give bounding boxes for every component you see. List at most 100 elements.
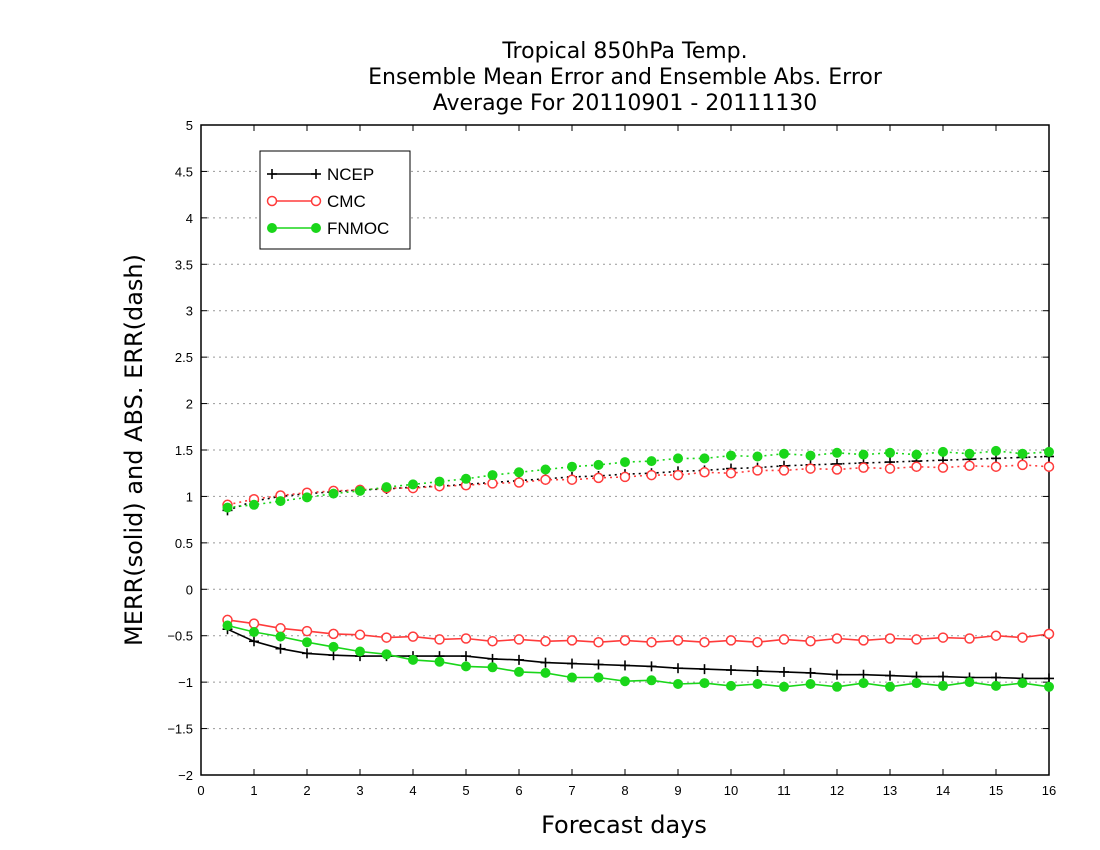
cmc-merr-point-22 [805, 636, 816, 647]
ncep-merr-point-29 [991, 672, 1001, 683]
fnmoc-abs_err-point-4 [328, 488, 339, 499]
fnmoc-merr-point-20 [752, 679, 763, 689]
cmc-abs_err-point-11 [513, 477, 525, 488]
x-axis-label: Forecast days [541, 811, 707, 839]
cmc-merr-point-29 [990, 630, 1002, 641]
fnmoc-merr-point-31 [1044, 681, 1054, 692]
fnmoc-merr-point-0 [222, 620, 233, 631]
x-tick-label-16: 16 [1042, 783, 1056, 798]
legend: NCEP CMC FNMOC [259, 150, 411, 250]
x-tick-label-15: 15 [989, 783, 1003, 798]
cmc-merr-point-4 [328, 628, 339, 640]
fnmoc-abs_err-point-29 [991, 445, 1001, 456]
ncep-merr-point-19 [726, 665, 736, 676]
legend-marker-a-2 [267, 223, 277, 233]
fnmoc-merr-point-19 [726, 680, 736, 691]
cmc-merr-point-2 [275, 623, 286, 634]
fnmoc-merr-point-7 [408, 654, 418, 665]
cmc-merr-point-14 [593, 636, 604, 648]
cmc-merr-point-7 [407, 631, 419, 642]
fnmoc-merr-point-8 [434, 656, 445, 667]
fnmoc-abs_err-point-20 [752, 451, 763, 462]
cmc-merr-point-10 [487, 636, 498, 647]
ncep-merr-point-10 [487, 653, 498, 664]
cmc-abs_err-point-18 [699, 467, 710, 478]
series-layer [222, 445, 1055, 692]
cmc-merr-point-9 [460, 633, 472, 644]
x-tick-label-6: 6 [515, 783, 522, 798]
cmc-abs_err-point-25 [884, 463, 896, 474]
y-tick-label-3: −0.5 [167, 629, 193, 644]
ncep-merr-point-4 [328, 650, 339, 661]
ncep-merr-point-24 [858, 669, 869, 680]
fnmoc-merr-point-25 [885, 681, 895, 692]
fnmoc-abs_err-point-14 [593, 459, 604, 470]
fnmoc-abs_err-point-11 [514, 467, 524, 478]
fnmoc-merr-point-12 [540, 667, 551, 678]
cmc-abs_err-point-10 [487, 478, 498, 489]
legend-label-2: FNMOC [327, 219, 389, 238]
cmc-abs_err-point-22 [805, 463, 816, 474]
fnmoc-merr-point-29 [991, 680, 1001, 691]
cmc-merr-point-8 [434, 634, 445, 645]
cmc-merr-point-17 [672, 635, 684, 646]
cmc-merr-line [227, 619, 1050, 644]
legend-box [259, 150, 411, 250]
fnmoc-abs_err-point-5 [355, 485, 365, 496]
y-tick-label-12: 4 [186, 211, 193, 226]
fnmoc-abs_err-point-27 [938, 446, 948, 457]
x-tick-label-12: 12 [830, 783, 844, 798]
cmc-merr-point-12 [540, 636, 551, 647]
cmc-abs_err-line [227, 464, 1050, 506]
cmc-merr-point-16 [646, 636, 657, 648]
x-tick-label-1: 1 [250, 783, 257, 798]
x-tick-label-0: 0 [197, 783, 204, 798]
fnmoc-abs_err-point-10 [487, 470, 498, 481]
ncep-merr-point-27 [938, 671, 948, 682]
cmc-abs_err-point-30 [1017, 459, 1028, 471]
fnmoc-abs_err-point-30 [1017, 448, 1028, 459]
x-tick-label-3: 3 [356, 783, 363, 798]
ncep-merr-point-12 [540, 657, 551, 668]
ncep-merr-point-18 [699, 664, 710, 675]
ncep-merr-point-25 [885, 670, 895, 681]
legend-marker-b-2 [311, 223, 321, 233]
fnmoc-merr-point-24 [858, 678, 869, 689]
cmc-abs_err-point-15 [619, 471, 631, 483]
x-tick-label-11: 11 [777, 783, 791, 798]
cmc-merr-point-5 [354, 629, 366, 641]
fnmoc-merr-point-1 [249, 627, 259, 637]
fnmoc-abs_err-point-22 [805, 450, 816, 461]
ncep-merr-point-9 [461, 651, 471, 662]
cmc-merr-point-13 [566, 635, 578, 646]
fnmoc-abs_err-point-9 [461, 473, 471, 484]
fnmoc-abs_err-point-28 [964, 448, 975, 459]
fnmoc-abs_err-point-24 [858, 449, 869, 460]
cmc-abs_err-point-29 [990, 461, 1002, 472]
cmc-merr-point-11 [513, 634, 525, 645]
fnmoc-abs_err-point-31 [1044, 446, 1054, 457]
y-tick-label-13: 4.5 [175, 164, 193, 179]
ncep-merr-point-17 [673, 663, 683, 674]
fnmoc-abs_err-point-6 [381, 482, 392, 493]
legend-marker-a-1 [266, 195, 278, 207]
fnmoc-abs_err-line [227, 450, 1050, 509]
fnmoc-merr-point-21 [779, 681, 789, 692]
fnmoc-merr-point-15 [620, 676, 630, 687]
y-tick-label-9: 2.5 [175, 350, 193, 365]
fnmoc-merr-point-27 [938, 680, 948, 691]
cmc-abs_err-point-12 [540, 474, 551, 485]
ncep-merr-point-3 [302, 648, 312, 659]
fnmoc-abs_err-point-26 [911, 449, 922, 460]
y-tick-label-14: 5 [186, 118, 193, 133]
cmc-abs_err-point-28 [964, 460, 975, 472]
fnmoc-merr-point-6 [381, 649, 392, 660]
fnmoc-merr-point-22 [805, 679, 816, 689]
ncep-merr-point-16 [646, 661, 657, 672]
fnmoc-abs_err-point-23 [832, 447, 842, 458]
cmc-abs_err-point-31 [1043, 461, 1055, 472]
fnmoc-merr-point-2 [275, 631, 286, 642]
cmc-merr-point-30 [1017, 632, 1028, 643]
x-tick-label-4: 4 [409, 783, 416, 798]
axes: −2−1.5−1−0.500.511.522.533.544.550 1 2 3 4 5 6… [167, 118, 1056, 798]
